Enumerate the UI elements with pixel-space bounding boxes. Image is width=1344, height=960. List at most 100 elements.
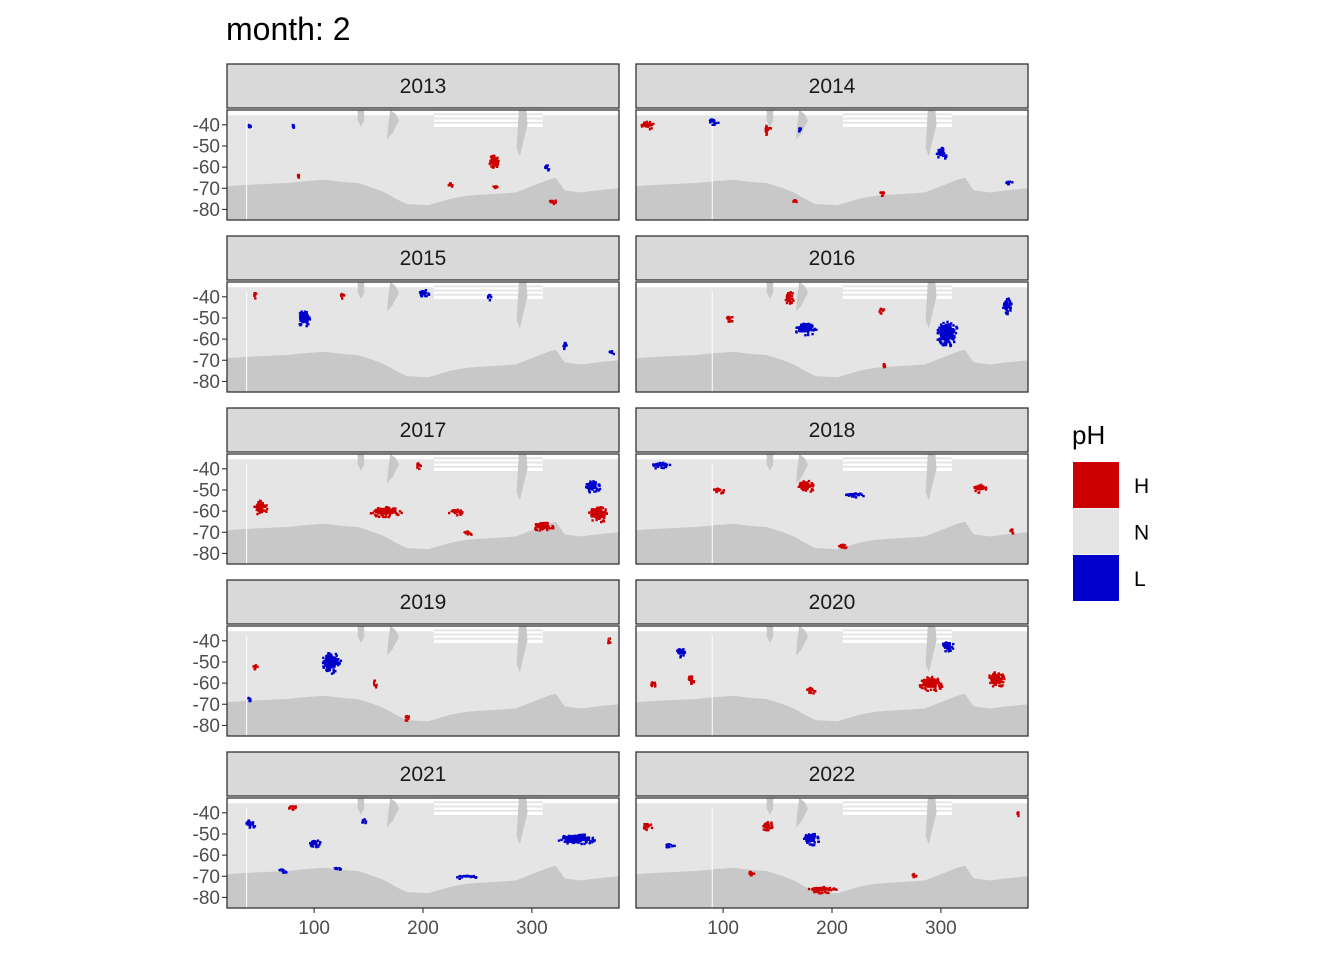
anomaly-region-L: [935, 146, 948, 160]
facet-panel-2018: 2018: [635, 407, 1029, 565]
anomaly-region-H: [372, 679, 378, 689]
anomaly-cell: [326, 667, 330, 671]
anomaly-cell: [495, 185, 498, 188]
anomaly-core: [374, 507, 396, 515]
anomaly-cell: [470, 533, 473, 536]
y-tick-label: -50: [193, 308, 220, 329]
anomaly-region-H: [918, 675, 944, 692]
facet-strip-label: 2013: [400, 75, 447, 98]
anomaly-cell: [771, 825, 774, 829]
anomaly-cell: [595, 490, 598, 493]
anomaly-cell: [795, 326, 798, 329]
anomaly-cell: [832, 888, 835, 891]
anomaly-cell: [1003, 677, 1006, 681]
anomaly-cell: [765, 132, 769, 135]
anomaly-cell: [946, 320, 949, 324]
anomaly-cell: [937, 156, 940, 159]
anomaly-region-L: [321, 652, 343, 675]
anomaly-cell: [934, 688, 937, 692]
anomaly-cell: [607, 641, 611, 644]
anomaly-cell: [949, 323, 952, 326]
anomaly-cell: [458, 877, 461, 880]
facet-strip-label: 2022: [809, 763, 856, 786]
anomaly-region-L: [652, 461, 672, 470]
anomaly-cell: [998, 684, 1001, 687]
anomaly-cell: [612, 352, 615, 356]
anomaly-cell: [949, 342, 952, 345]
anomaly-cell: [982, 485, 985, 488]
anomaly-cell: [496, 161, 499, 164]
landmass-2: [925, 798, 937, 845]
anomaly-cell: [604, 508, 607, 511]
anomaly-cell: [994, 683, 997, 686]
landmass-2: [516, 454, 528, 501]
anomaly-core: [486, 294, 490, 299]
anomaly-cell: [665, 463, 669, 466]
anomaly-region-H: [797, 479, 815, 493]
anomaly-cell: [601, 506, 605, 510]
antarctica-land: [636, 693, 1028, 736]
anomaly-region-H: [339, 292, 346, 300]
anomaly-cell: [982, 486, 986, 490]
anomaly-cell: [709, 121, 712, 124]
anomaly-cell: [800, 323, 803, 326]
anomaly-cell: [813, 843, 816, 847]
anomaly-cell: [656, 465, 660, 468]
anomaly-cell: [803, 837, 806, 840]
anomaly-cell: [420, 295, 423, 298]
anomaly-core: [937, 148, 945, 157]
anomaly-cell: [940, 341, 943, 344]
panel-border: [635, 109, 1029, 221]
anomaly-cell: [641, 125, 644, 128]
anomaly-region-H: [784, 291, 795, 305]
anomaly-cell: [993, 671, 996, 674]
anomaly-cell: [305, 322, 309, 325]
anomaly-cell: [567, 840, 571, 843]
anomaly-cell: [713, 121, 716, 125]
anomaly-cell: [931, 675, 934, 679]
anomaly-cell: [933, 685, 936, 689]
anomaly-cell: [989, 681, 992, 685]
anomaly-cell: [589, 480, 592, 483]
anomaly-cell: [977, 491, 980, 494]
anomaly-cell: [557, 839, 561, 842]
anomaly-cell: [799, 481, 802, 485]
anomaly-core: [990, 673, 1001, 685]
anomaly-core: [1009, 528, 1014, 532]
anomaly-cell: [546, 528, 549, 531]
anomaly-core: [798, 127, 801, 132]
anomaly-cell: [943, 341, 946, 344]
anomaly-core: [687, 676, 694, 682]
anomaly-region-H: [792, 199, 798, 204]
anomaly-region-L: [557, 833, 596, 846]
anomaly-region-L: [298, 310, 312, 328]
anomaly-cell: [490, 296, 493, 299]
anomaly-cell: [945, 154, 948, 157]
nodata-band: [636, 454, 1028, 460]
anomaly-cell: [1006, 312, 1009, 316]
anomaly-region-L: [665, 843, 676, 849]
anomaly-core: [277, 868, 285, 872]
anomaly-cell: [335, 654, 338, 657]
anomaly-core: [310, 839, 318, 846]
x-tick-label: 200: [407, 918, 439, 939]
anomaly-cell: [588, 511, 591, 514]
facet-plot-area: [636, 626, 1028, 736]
y-tick-label: -40: [193, 459, 220, 480]
antarctica-land: [227, 865, 619, 908]
y-tick-label: -60: [193, 674, 220, 695]
anomaly-region-L: [585, 480, 602, 494]
anomaly-cell: [305, 324, 308, 328]
anomaly-cell: [795, 330, 798, 333]
facet-strip: [635, 751, 1029, 797]
anomaly-region-L: [562, 341, 568, 351]
anomaly-cell: [1009, 306, 1012, 309]
anomaly-region-L: [245, 819, 257, 829]
anomaly-cell: [546, 521, 549, 525]
anomaly-cell: [952, 642, 955, 646]
anomaly-cell: [681, 652, 684, 655]
anomaly-cell: [919, 684, 922, 688]
anomaly-cell: [1009, 303, 1013, 306]
anomaly-cell: [947, 650, 950, 653]
anomaly-cell: [285, 871, 288, 874]
